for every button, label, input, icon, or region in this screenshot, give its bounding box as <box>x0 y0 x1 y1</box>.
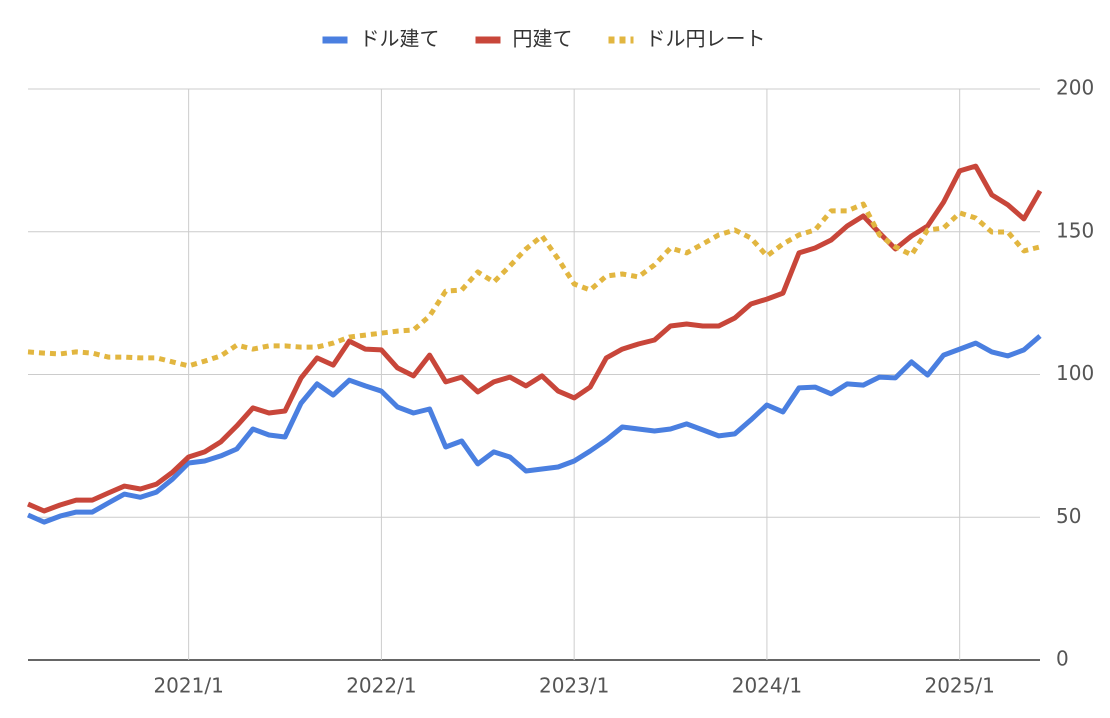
legend-label: ドル円レート <box>646 27 766 51</box>
legend-label: ドル建て <box>360 27 440 51</box>
x-tick-label: 2025/1 <box>924 674 994 698</box>
x-tick-label: 2021/1 <box>153 674 223 698</box>
y-tick-label: 0 <box>1056 647 1069 671</box>
y-tick-label: 200 <box>1056 76 1094 100</box>
legend-label: 円建て <box>513 27 573 51</box>
x-tick-label: 2023/1 <box>539 674 609 698</box>
y-tick-label: 100 <box>1056 361 1094 385</box>
y-tick-label: 50 <box>1056 504 1081 528</box>
series-line <box>27 201 1041 369</box>
y-tick-label: 150 <box>1056 218 1094 242</box>
x-tick-label: 2022/1 <box>346 674 416 698</box>
series-line <box>27 163 1043 514</box>
legend: ドル建て 円建て ドル円レート <box>322 27 766 51</box>
x-tick-label: 2024/1 <box>732 674 802 698</box>
series-line <box>26 334 1042 525</box>
